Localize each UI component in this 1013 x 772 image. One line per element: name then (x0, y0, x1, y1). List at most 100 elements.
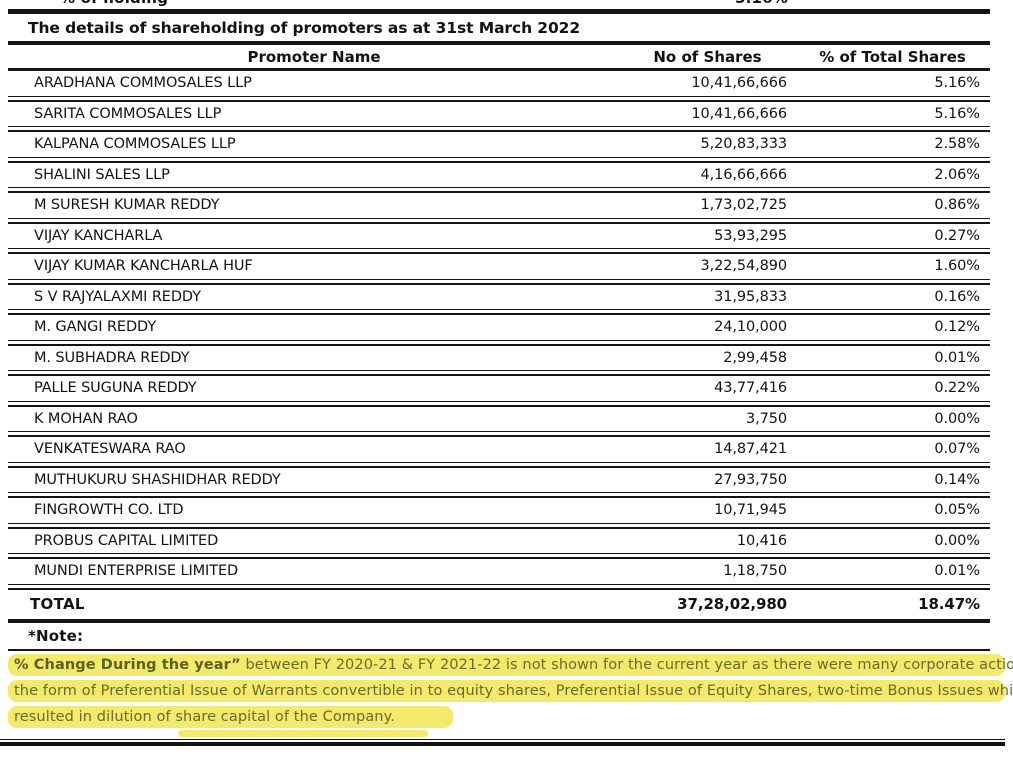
row-divider (8, 553, 990, 559)
no-of-shares-cell: 5,20,83,333 (700, 136, 787, 153)
column-header-promoter-name: Promoter Name (247, 47, 381, 66)
promoter-name-cell: M. SUBHADRA REDDY (34, 349, 190, 366)
pct-total-shares-cell: 1.60% (934, 258, 980, 275)
row-divider (8, 95, 990, 102)
table-row: SARITA COMMOSALES LLP 10,41,66,666 5.16% (8, 102, 990, 127)
row-divider (8, 248, 990, 254)
pct-total-shares-cell: 0.00% (934, 410, 980, 427)
table-row: M SURESH KUMAR REDDY 1,73,02,725 0.86% (8, 193, 990, 218)
row-divider (8, 370, 990, 376)
row-divider (8, 461, 990, 468)
row-divider (8, 522, 990, 529)
table-row: MUTHUKURU SHASHIDHAR REDDY 27,93,750 0.1… (8, 468, 990, 493)
row-divider (8, 217, 990, 224)
no-of-shares-cell: 14,87,421 (714, 441, 787, 458)
no-of-shares-cell: 2,99,458 (723, 349, 787, 366)
table-row: FINGROWTH CO. LTD 10,71,945 0.05% (8, 498, 990, 523)
cropped-row-value: 5.16% (735, 0, 788, 7)
pct-total-shares-cell: 0.27% (934, 227, 980, 244)
no-of-shares-cell: 3,22,54,890 (700, 258, 787, 275)
promoter-name-cell: SARITA COMMOSALES LLP (34, 105, 222, 122)
table-row: S V RAJYALAXMI REDDY 31,95,833 0.16% (8, 285, 990, 310)
note-line-2-text: the form of Preferential Issue of Warran… (14, 682, 1013, 699)
pct-total-shares-cell: 0.07% (934, 441, 980, 458)
no-of-shares-cell: 1,18,750 (723, 563, 787, 580)
table-row: ARADHANA COMMOSALES LLP 10,41,66,666 5.1… (8, 71, 990, 96)
divider (8, 9, 990, 14)
pct-total-shares-cell: 0.14% (934, 471, 980, 488)
promoter-name-cell: M SURESH KUMAR REDDY (34, 197, 220, 214)
table-body: ARADHANA COMMOSALES LLP 10,41,66,666 5.1… (0, 71, 1013, 590)
promoter-name-cell: MUNDI ENTERPRISE LIMITED (34, 563, 239, 580)
row-divider (8, 278, 990, 285)
no-of-shares-cell: 4,16,66,666 (700, 166, 787, 183)
note-label: *Note: (28, 626, 84, 645)
no-of-shares-cell: 31,95,833 (714, 288, 787, 305)
promoter-name-cell: KALPANA COMMOSALES LLP (34, 136, 236, 153)
promoter-name-cell: K MOHAN RAO (34, 410, 138, 427)
no-of-shares-cell: 1,73,02,725 (700, 197, 787, 214)
note-line-3-text: resulted in dilution of share capital of… (8, 705, 453, 728)
no-of-shares-cell: 10,41,66,666 (691, 105, 787, 122)
promoter-name-cell: VIJAY KUMAR KANCHARLA HUF (34, 258, 253, 275)
divider (8, 618, 990, 623)
pct-total-shares-cell: 5.16% (934, 75, 980, 92)
table-row: SHALINI SALES LLP 4,16,66,666 2.06% (8, 163, 990, 188)
table-row: M. GANGI REDDY 24,10,000 0.12% (8, 315, 990, 340)
no-of-shares-cell: 10,41,66,666 (691, 75, 787, 92)
pct-total-shares-cell: 0.01% (934, 563, 980, 580)
promoter-name-cell: SHALINI SALES LLP (34, 166, 170, 183)
note-line-2: the form of Preferential Issue of Warran… (8, 679, 1013, 702)
table-row: M. SUBHADRA REDDY 2,99,458 0.01% (8, 346, 990, 371)
table-row: VIJAY KUMAR KANCHARLA HUF 3,22,54,890 1.… (8, 254, 990, 279)
divider (8, 648, 990, 651)
cropped-row-label: % of holding (60, 0, 168, 7)
promoter-name-cell: MUTHUKURU SHASHIDHAR REDDY (34, 471, 281, 488)
table-row: MUNDI ENTERPRISE LIMITED 1,18,750 0.01% (8, 559, 990, 584)
column-header-pct-total-shares: % of Total Shares (819, 47, 966, 66)
note-line-1-text: between FY 2020-21 & FY 2021-22 is not s… (240, 656, 1013, 673)
note-line-3: resulted in dilution of share capital of… (8, 705, 1005, 728)
note-lead-bold: % Change During the year” (14, 656, 241, 673)
row-divider (8, 400, 990, 407)
row-divider (8, 309, 990, 315)
row-divider (8, 492, 990, 498)
total-label: TOTAL (30, 595, 85, 613)
table-header-row: Promoter Name No of Shares % of Total Sh… (8, 45, 990, 68)
table-row: KALPANA COMMOSALES LLP 5,20,83,333 2.58% (8, 132, 990, 157)
pct-total-shares-cell: 0.00% (934, 532, 980, 549)
divider (8, 68, 990, 71)
row-divider (8, 583, 990, 590)
table-row: VIJAY KANCHARLA 53,93,295 0.27% (8, 224, 990, 249)
no-of-shares-cell: 10,416 (736, 532, 787, 549)
table-row: VENKATESWARA RAO 14,87,421 0.07% (8, 437, 990, 462)
pct-total-shares-cell: 0.05% (934, 502, 980, 519)
pct-total-shares-cell: 0.86% (934, 197, 980, 214)
cropped-previous-row: % of holding 5.16% (0, 0, 1013, 9)
promoter-name-cell: ARADHANA COMMOSALES LLP (34, 75, 252, 92)
table-row: K MOHAN RAO 3,750 0.00% (8, 407, 990, 432)
row-divider (8, 339, 990, 346)
page-title: The details of shareholding of promoters… (28, 18, 581, 37)
divider (8, 41, 990, 45)
pct-total-shares-cell: 0.22% (934, 380, 980, 397)
no-of-shares-cell: 10,71,945 (714, 502, 787, 519)
promoter-name-cell: VENKATESWARA RAO (34, 441, 186, 458)
pct-total-shares-cell: 2.06% (934, 166, 980, 183)
pct-total-shares-cell: 0.12% (934, 319, 980, 336)
pct-total-shares-cell: 0.16% (934, 288, 980, 305)
promoter-name-cell: PALLE SUGUNA REDDY (34, 380, 197, 397)
no-of-shares-cell: 24,10,000 (714, 319, 787, 336)
bottom-border (0, 738, 1005, 746)
highlighter-stroke (178, 729, 428, 737)
total-pct: 18.47% (918, 595, 980, 613)
column-header-no-of-shares: No of Shares (653, 47, 762, 66)
row-divider (8, 431, 990, 437)
no-of-shares-cell: 27,93,750 (714, 471, 787, 488)
row-divider (8, 126, 990, 132)
table-total-row: TOTAL 37,28,02,980 18.47% (8, 590, 990, 619)
note-paragraph: % Change During the year” between FY 202… (8, 653, 1013, 737)
pct-total-shares-cell: 0.01% (934, 349, 980, 366)
promoter-name-cell: FINGROWTH CO. LTD (34, 502, 184, 519)
